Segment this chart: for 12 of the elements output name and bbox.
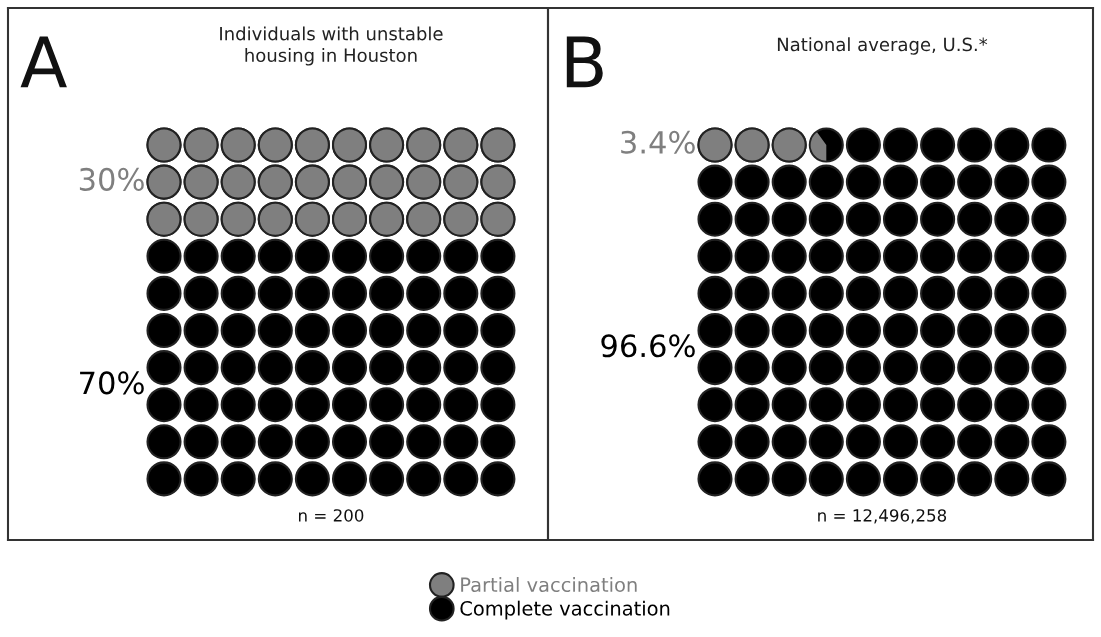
text: n = 200 (299, 509, 364, 522)
data-label: 30% (79, 167, 144, 191)
text: n = 12,496,258 (818, 509, 947, 524)
text: A (20, 36, 67, 88)
data-label: 70% (80, 371, 144, 395)
category-label: Complete vaccination (460, 600, 670, 620)
text: National average, U.S.* (777, 37, 988, 55)
data-label: 96.6% (601, 334, 695, 358)
text: Individuals with unstable housing in Houston (220, 26, 443, 66)
text: B (566, 36, 603, 88)
category-label: Partial vaccination (461, 577, 637, 593)
data-label: 3.4% (621, 130, 695, 154)
